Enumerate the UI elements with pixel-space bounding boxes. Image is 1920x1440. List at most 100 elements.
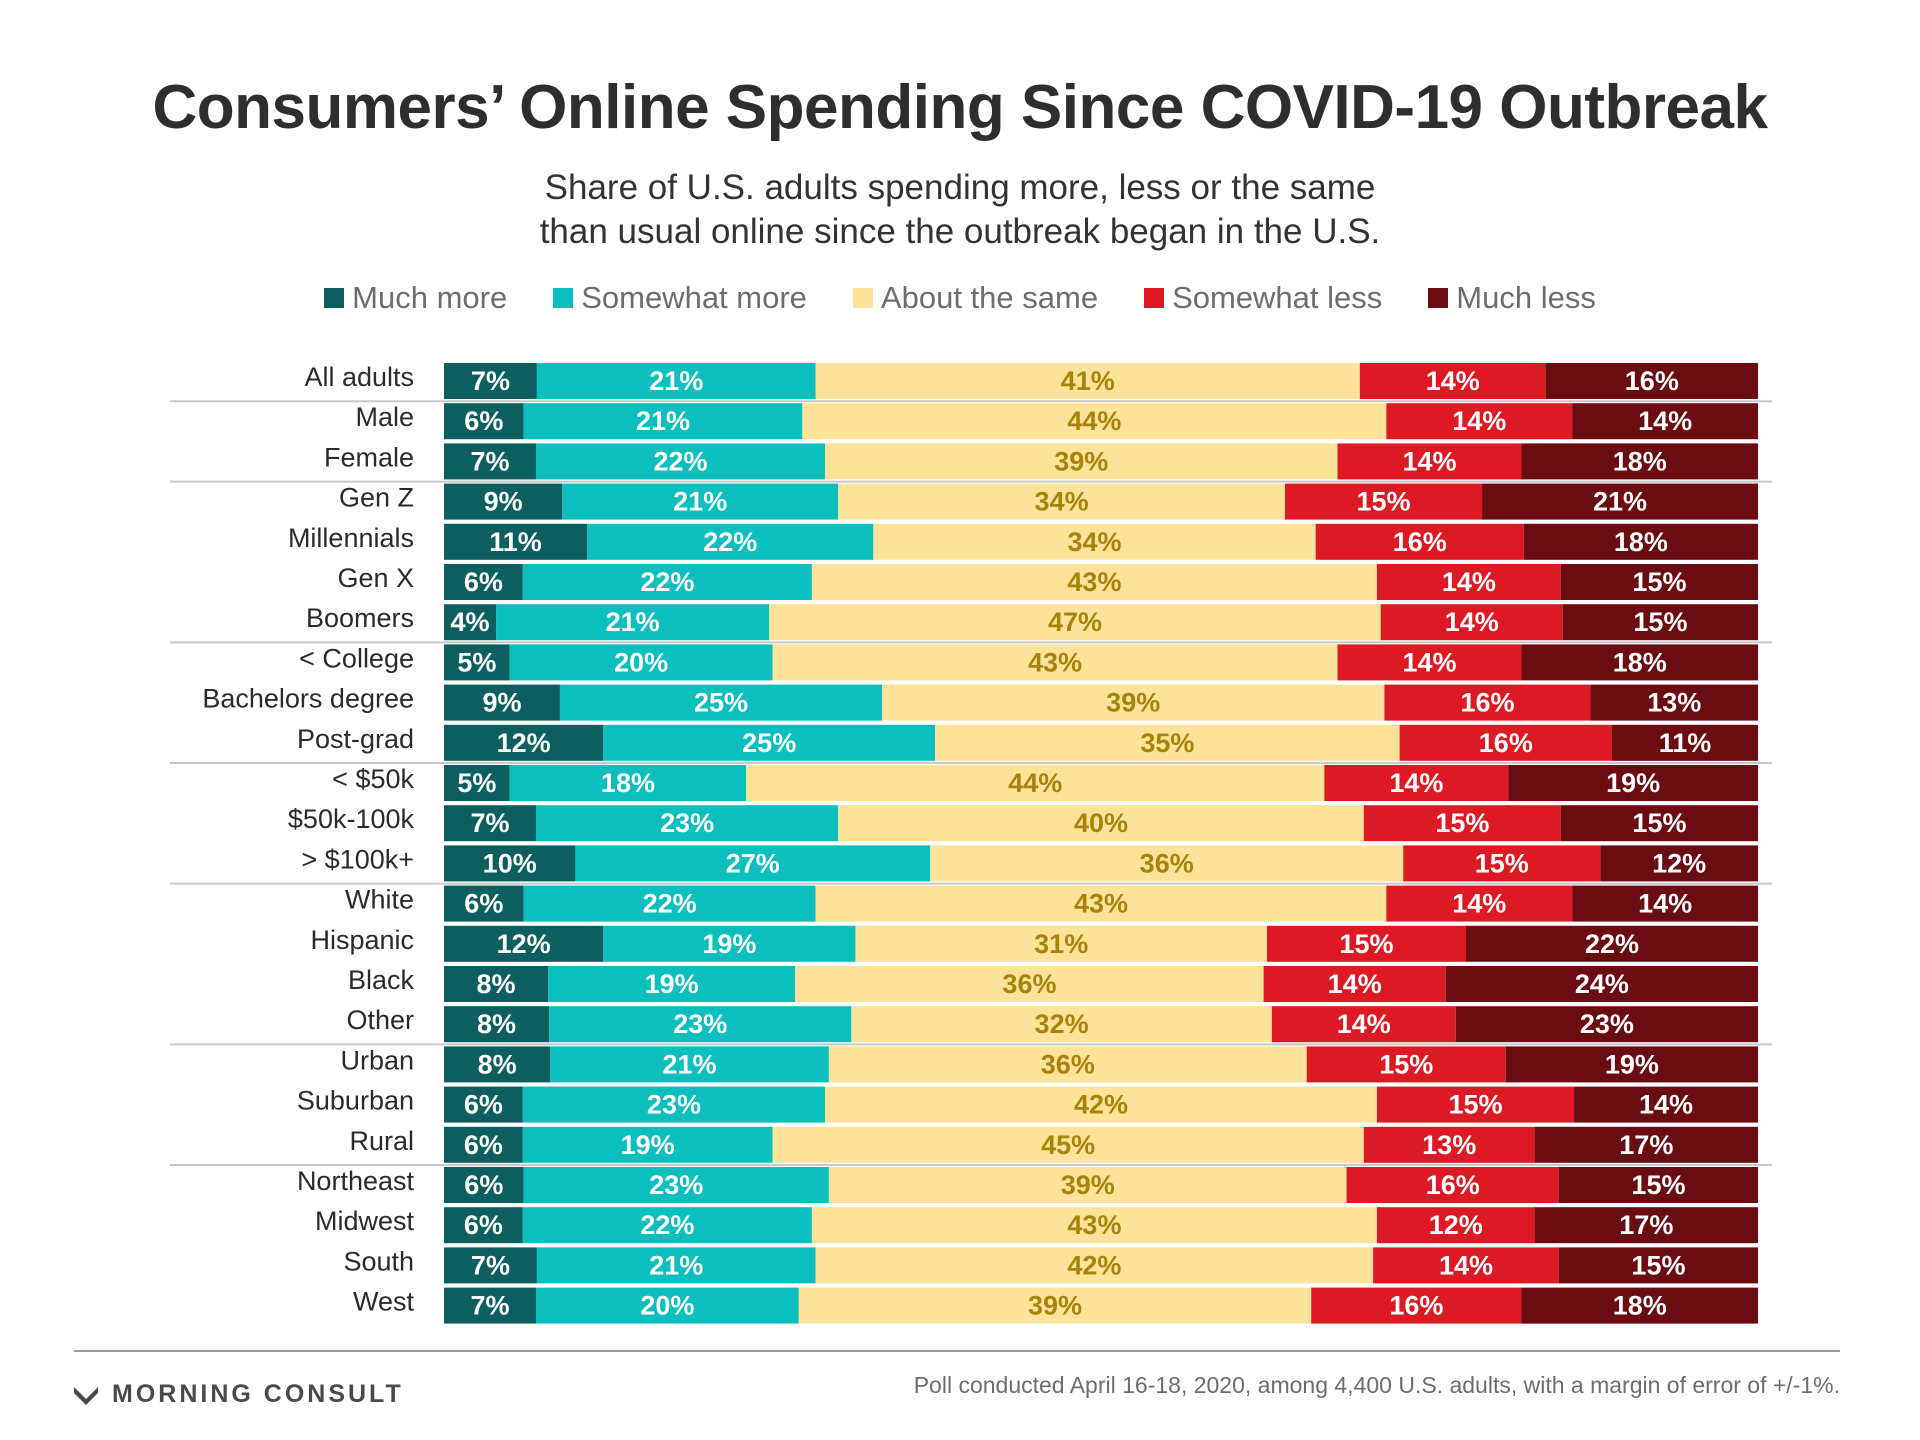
data-label-somewhat-more-female: 22% [653,446,707,476]
bar-somewhat-less-male [1386,403,1573,440]
data-label-much-more-west: 7% [470,1291,509,1321]
legend-swatch-much-more [324,288,345,308]
legend-label-somewhat-more: Somewhat more [581,280,807,315]
bar-about-the-same-urban [828,1046,1307,1083]
subtitle-line-1: Share of U.S. adults spending more, less… [544,168,1376,207]
data-label-somewhat-more-suburban: 23% [647,1090,701,1120]
legend-label-about-same: About the same [880,280,1099,315]
data-label-much-less-college: 18% [1613,647,1667,677]
bar-about-the-same-hispanic [855,925,1267,962]
data-label-much-more-rural: 6% [464,1130,503,1160]
bar-much-less-gen-x [1560,564,1758,600]
bar-much-more-south [444,1247,537,1284]
bar-somewhat-more-50k-100k [535,805,839,842]
bar-somewhat-more-northeast [523,1167,829,1203]
data-label-somewhat-less-black: 14% [1328,969,1382,999]
chart-title: Consumers’ Online Spending Since COVID-1… [152,73,1768,142]
data-label-about-the-same-millennials: 34% [1067,527,1121,557]
data-label-about-the-same-urban: 36% [1041,1049,1095,1079]
bar-somewhat-less-black [1263,966,1446,1002]
data-label-much-less-white: 14% [1638,889,1692,919]
data-label-much-less-hispanic: 22% [1585,929,1639,959]
data-label-somewhat-less-college: 14% [1402,647,1456,677]
data-label-much-more-post-grad: 12% [497,728,551,758]
bar-much-more-west [444,1287,536,1324]
bar-much-more-other [444,1006,550,1043]
bar-somewhat-more-gen-x [522,564,812,600]
data-label-much-less-gen-x: 15% [1632,567,1686,597]
bar-much-more-post-grad [444,724,604,761]
data-label-much-more-bachelors-degree: 9% [482,688,521,718]
category-label-gen-x: Gen X [337,563,414,593]
data-label-about-the-same-male: 44% [1067,406,1121,436]
bar-much-less-post-grad [1612,724,1758,761]
data-label-somewhat-less-50k-100k: 15% [1435,808,1489,838]
data-label-somewhat-less-millennials: 16% [1393,527,1447,557]
data-label-much-more-100k: 10% [483,848,537,878]
bar-somewhat-more-south [536,1247,816,1284]
data-label-much-less-all-adults: 16% [1625,366,1679,396]
category-label-suburban: Suburban [297,1086,414,1116]
data-label-much-less-northeast: 15% [1631,1170,1685,1200]
data-label-much-less-rural: 17% [1619,1130,1673,1160]
bar-much-less-northeast [1558,1167,1758,1203]
data-label-somewhat-more-gen-z: 21% [673,487,727,517]
bar-somewhat-less-suburban [1376,1086,1575,1123]
data-label-much-more-female: 7% [470,446,509,476]
data-label-much-less-other: 23% [1580,1009,1634,1039]
bar-somewhat-more-male [523,403,803,440]
bar-much-less-rural [1534,1126,1758,1163]
data-label-much-more-suburban: 6% [464,1090,503,1120]
data-label-much-more-gen-z: 9% [484,487,523,517]
legend-item-somewhat-more: Somewhat more [553,280,807,316]
bar-somewhat-less-south [1373,1247,1559,1284]
data-label-much-less-boomers: 15% [1633,607,1687,637]
data-label-somewhat-less-100k: 15% [1475,848,1529,878]
data-label-much-less-west: 18% [1613,1291,1667,1321]
morning-consult-logo: MORNING CONSULT [72,1380,404,1409]
bar-about-the-same-50k-100k [838,805,1364,842]
bar-somewhat-less-gen-x [1376,564,1561,600]
data-label-much-more-other: 8% [477,1009,516,1039]
bar-somewhat-more-west [535,1287,799,1324]
data-label-somewhat-less-hispanic: 15% [1339,929,1393,959]
category-label-50k: < $50k [332,764,414,794]
bar-somewhat-more-50k [509,765,747,801]
bar-much-more-black [444,966,549,1002]
bar-much-more-white [444,885,524,922]
bar-somewhat-less-midwest [1376,1207,1535,1244]
data-label-much-more-boomers: 4% [451,607,490,637]
legend-swatch-somewhat-less [1144,288,1165,308]
bar-much-more-male [444,403,524,440]
data-label-about-the-same-female: 39% [1054,446,1108,476]
data-label-somewhat-more-hispanic: 19% [702,929,756,959]
bar-somewhat-more-white [523,885,816,922]
bar-much-less-south [1558,1247,1758,1284]
data-label-somewhat-less-female: 14% [1402,446,1456,476]
bar-somewhat-more-post-grad [603,724,936,761]
data-label-somewhat-less-50k: 14% [1389,768,1443,798]
data-label-somewhat-less-gen-x: 14% [1442,567,1496,597]
data-label-much-less-post-grad: 11% [1659,728,1712,758]
data-label-much-less-gen-z: 21% [1593,487,1647,517]
bar-about-the-same-post-grad [935,724,1400,761]
bar-somewhat-more-rural [522,1126,773,1163]
chart-subtitle: Share of U.S. adults spending more, less… [0,166,1920,254]
data-label-about-the-same-all-adults: 41% [1061,366,1115,396]
data-label-much-more-hispanic: 12% [497,929,551,959]
bar-about-the-same-50k [746,765,1325,801]
data-label-about-the-same-gen-x: 43% [1067,567,1121,597]
legend-item-about-same: About the same [852,280,1099,316]
bar-somewhat-more-urban [550,1046,829,1083]
bar-somewhat-less-100k [1403,845,1601,882]
data-label-about-the-same-boomers: 47% [1048,607,1102,637]
data-label-about-the-same-west: 39% [1028,1291,1082,1321]
data-label-about-the-same-hispanic: 31% [1034,929,1088,959]
bar-much-more-northeast [444,1167,524,1203]
category-label-post-grad: Post-grad [297,724,414,754]
bar-much-more-bachelors-degree [444,684,560,721]
data-label-somewhat-more-west: 20% [640,1291,694,1321]
data-label-much-more-south: 7% [471,1250,510,1280]
bar-much-less-female [1521,443,1758,480]
bar-somewhat-less-female [1337,443,1522,480]
